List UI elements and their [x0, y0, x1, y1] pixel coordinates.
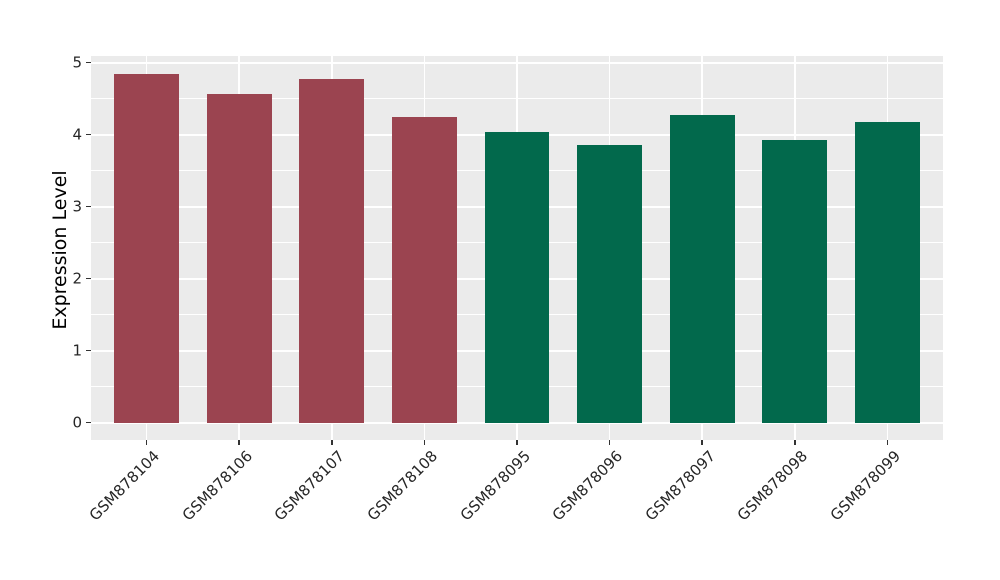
bar-GSM878108 [391, 117, 457, 423]
y-tick-mark [85, 133, 91, 136]
x-tick-label: GSM878107 [271, 447, 349, 525]
bar-GSM878099 [855, 122, 920, 423]
plot-panel [91, 56, 943, 440]
x-tick-mark [331, 440, 333, 445]
bar-GSM878098 [762, 139, 828, 423]
y-tick-mark [85, 61, 91, 64]
x-tick-label: GSM878104 [85, 447, 164, 525]
y-tick-mark [85, 349, 91, 352]
x-tick-mark [238, 440, 240, 445]
bar-GSM878097 [669, 115, 735, 423]
y-tick-label: 4 [72, 125, 82, 144]
y-tick-label: 5 [72, 53, 82, 72]
y-tick-label: 0 [72, 413, 82, 432]
x-tick-mark [423, 440, 426, 445]
x-tick-mark [794, 440, 796, 445]
x-tick-label: GSM878098 [734, 447, 812, 525]
x-tick-label: GSM878106 [178, 447, 256, 525]
y-tick-label: 3 [72, 197, 82, 216]
x-tick-label: GSM878096 [549, 447, 627, 525]
x-tick-label: GSM878099 [826, 447, 905, 525]
bar-GSM878096 [577, 144, 642, 423]
y-tick-mark [85, 205, 91, 208]
x-tick-mark [701, 440, 703, 445]
x-tick-mark [145, 440, 148, 445]
bar-GSM878107 [299, 79, 365, 423]
y-tick-label: 1 [72, 341, 82, 360]
bar-GSM878104 [114, 73, 179, 423]
bar-GSM878095 [484, 131, 550, 423]
x-tick-label: GSM878097 [641, 447, 719, 525]
x-tick-mark [608, 440, 611, 445]
x-tick-label: GSM878095 [456, 447, 534, 525]
x-tick-mark [516, 440, 518, 445]
y-axis-title: Expression Level [49, 170, 71, 330]
bar-GSM878106 [206, 94, 272, 423]
y-tick-mark [85, 277, 91, 280]
y-tick-label: 2 [72, 269, 82, 288]
x-tick-label: GSM878108 [363, 447, 442, 525]
y-tick-mark [85, 421, 91, 424]
x-tick-mark [886, 440, 889, 445]
